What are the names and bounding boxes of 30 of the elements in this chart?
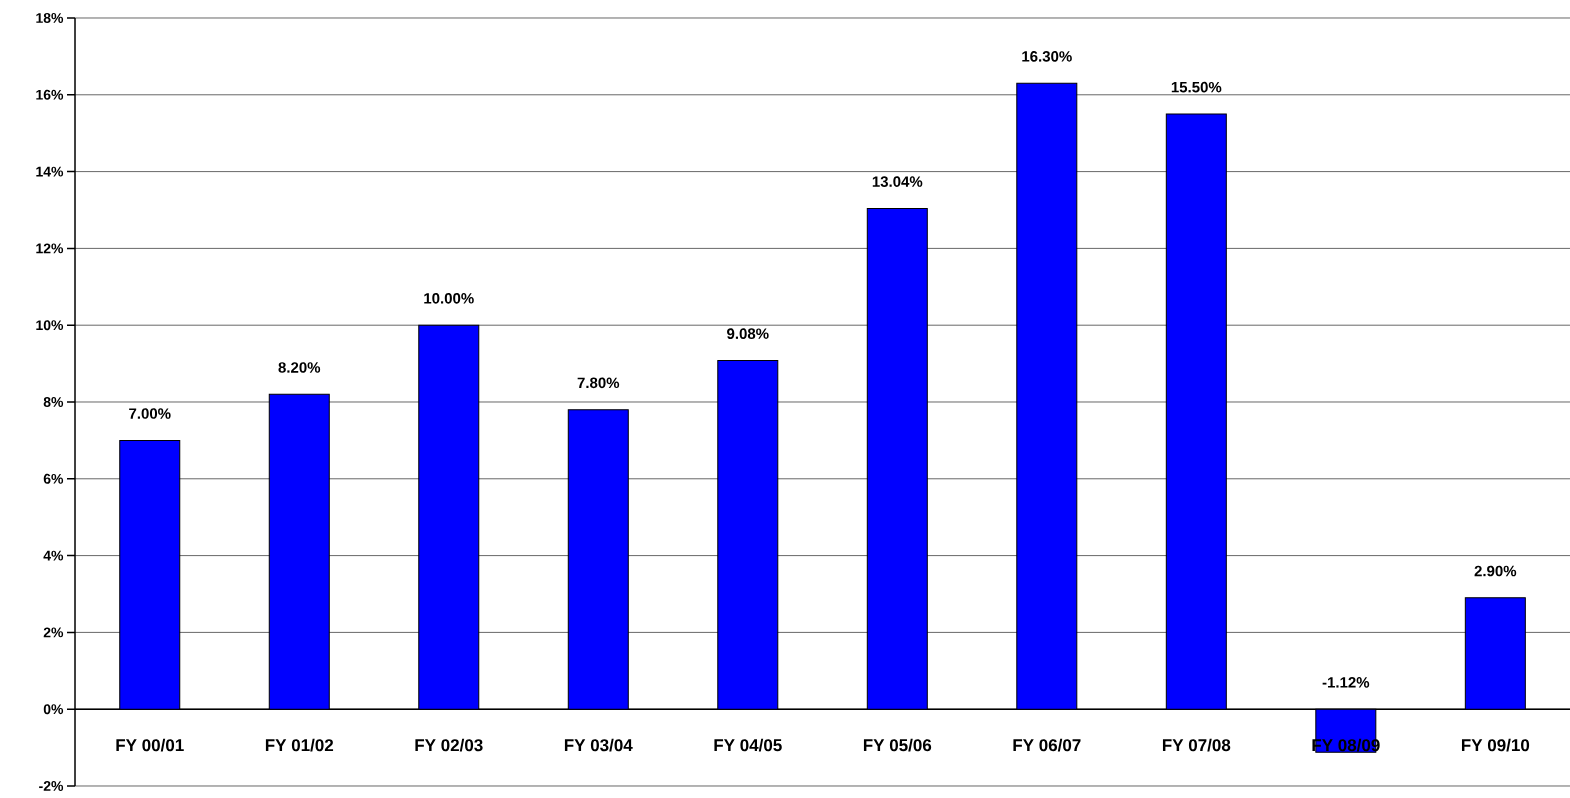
data-label: 13.04% [872, 176, 923, 187]
y-tick-label: 6% [43, 473, 64, 484]
data-label: 2.90% [1474, 565, 1517, 577]
y-tick-label: 10% [36, 320, 64, 331]
x-tick-label: FY 05/06 [863, 738, 932, 752]
x-tick-label: FY 09/10 [1461, 738, 1530, 752]
x-tick-label: FY 06/07 [1013, 738, 1081, 752]
x-tick-label: FY 00/01 [116, 738, 184, 752]
data-label: 9.08% [727, 328, 769, 339]
y-tick-label: 4% [43, 550, 64, 561]
data-label: 7.00% [129, 408, 171, 419]
data-label: -1.12% [1322, 677, 1370, 688]
x-tick-label: FY 02/03 [415, 738, 483, 752]
y-tick-label: -2% [39, 781, 64, 791]
y-tick-label: 18% [36, 13, 64, 23]
x-tick-label: FY 07/08 [1162, 738, 1231, 752]
y-tick-label: 0% [43, 704, 64, 715]
x-tick-label: FY 03/04 [564, 738, 633, 752]
data-label: 7.80% [577, 377, 620, 389]
y-tick-label: 8% [43, 397, 64, 407]
data-label: 15.50% [1171, 81, 1222, 93]
x-tick-label: FY 01/02 [265, 738, 334, 752]
y-tick-label: 12% [36, 243, 64, 254]
data-label: 10.00% [424, 293, 474, 304]
data-label: 16.30% [1022, 51, 1072, 62]
y-tick-label: 16% [36, 89, 64, 100]
data-label: 8.20% [278, 362, 321, 373]
y-tick-label: 2% [43, 627, 64, 638]
y-tick-label: 14% [36, 166, 64, 177]
x-tick-label: FY 04/05 [714, 738, 782, 752]
